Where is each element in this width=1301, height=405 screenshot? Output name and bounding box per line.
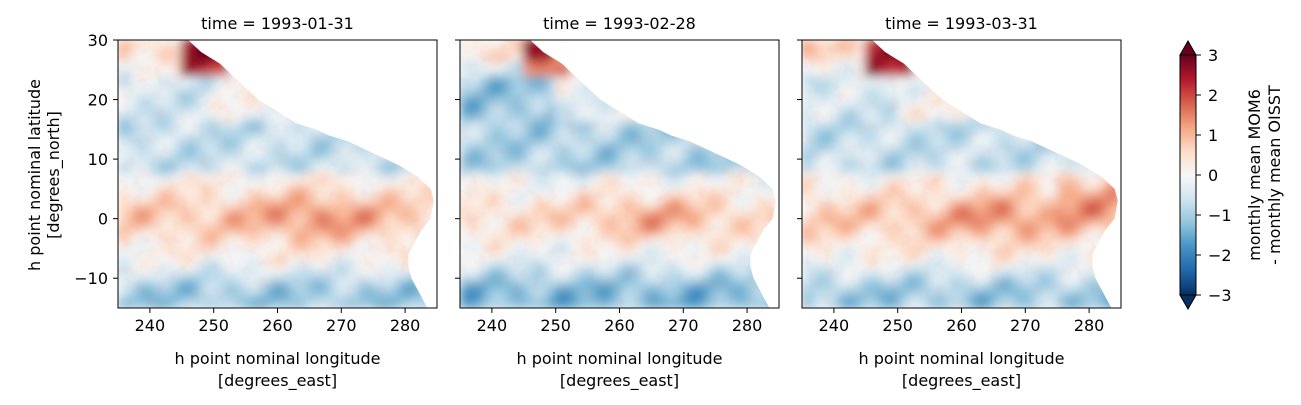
panel-title: time = 1993-03-31 bbox=[885, 14, 1038, 33]
x-tick-label: 240 bbox=[819, 316, 850, 335]
x-tick-label: 280 bbox=[732, 316, 763, 335]
panel-title: time = 1993-01-31 bbox=[201, 14, 354, 33]
x-axis-label: h point nominal longitude bbox=[175, 349, 381, 368]
colorbar: 3 2 1 0 −1 −2 −3 monthly mean MOM6- monthly mea… bbox=[1179, 39, 1284, 311]
x-tick-label: 280 bbox=[390, 316, 421, 335]
x-axis-label: h point nominal longitude bbox=[517, 349, 723, 368]
colorbar-label-line2: - monthly mean OISST bbox=[1265, 85, 1284, 265]
land-mask bbox=[872, 40, 1121, 308]
panel-1: time = 1993-01-31 240 250 260 270 280 30 20 10 0 −… bbox=[74, 14, 438, 391]
y-tick-label: 10 bbox=[88, 150, 108, 169]
land-mask bbox=[530, 40, 779, 308]
x-tick-label: 260 bbox=[604, 316, 635, 335]
heatmap-image bbox=[118, 40, 437, 308]
x-tick-label: 260 bbox=[946, 316, 977, 335]
colorbar-tick-label: −1 bbox=[1208, 206, 1232, 225]
panel-2: time = 1993-02-28 240 250 260 270 280 h point … bbox=[455, 14, 780, 391]
colorbar-tick-label: 1 bbox=[1208, 126, 1218, 145]
x-axis-label-units: [degrees_east] bbox=[218, 371, 337, 391]
panel-3: time = 1993-03-31 240 250 260 270 280 h point … bbox=[797, 14, 1122, 391]
x-axis-label-units: [degrees_east] bbox=[560, 371, 679, 391]
colorbar-tick-label: 0 bbox=[1208, 166, 1218, 185]
colorbar-gradient bbox=[1180, 55, 1196, 295]
x-axis-label-units: [degrees_east] bbox=[902, 371, 1021, 391]
panel-title: time = 1993-02-28 bbox=[543, 14, 696, 33]
colorbar-tick-label: −3 bbox=[1208, 286, 1232, 305]
heatmap-image bbox=[460, 40, 779, 308]
y-axis-label-units: [degrees_north] bbox=[44, 111, 64, 239]
x-tick-label: 280 bbox=[1074, 316, 1105, 335]
colorbar-extend-max bbox=[1179, 39, 1197, 56]
y-tick-label: 30 bbox=[88, 31, 108, 50]
x-axis-label: h point nominal longitude bbox=[859, 349, 1065, 368]
x-tick-label: 240 bbox=[477, 316, 508, 335]
x-tick-label: 240 bbox=[135, 316, 166, 335]
colorbar-tick-label: −2 bbox=[1208, 246, 1232, 265]
heatmap-image bbox=[802, 40, 1121, 308]
x-tick-label: 260 bbox=[262, 316, 293, 335]
x-tick-label: 270 bbox=[1010, 316, 1041, 335]
colorbar-label: monthly mean MOM6 bbox=[1245, 89, 1264, 261]
x-tick-label: 250 bbox=[540, 316, 571, 335]
x-tick-label: 270 bbox=[668, 316, 699, 335]
y-axis-label: h point nominal latitude bbox=[25, 79, 44, 271]
x-tick-label: 270 bbox=[326, 316, 357, 335]
y-tick-label: −10 bbox=[74, 269, 108, 288]
y-tick-label: 20 bbox=[88, 91, 108, 110]
colorbar-extend-min bbox=[1179, 294, 1197, 311]
colorbar-tick-label: 3 bbox=[1208, 46, 1218, 65]
x-tick-label: 250 bbox=[198, 316, 229, 335]
x-tick-label: 250 bbox=[882, 316, 913, 335]
y-tick-label: 0 bbox=[98, 210, 108, 229]
colorbar-tick-label: 2 bbox=[1208, 86, 1218, 105]
land-mask bbox=[188, 40, 437, 308]
